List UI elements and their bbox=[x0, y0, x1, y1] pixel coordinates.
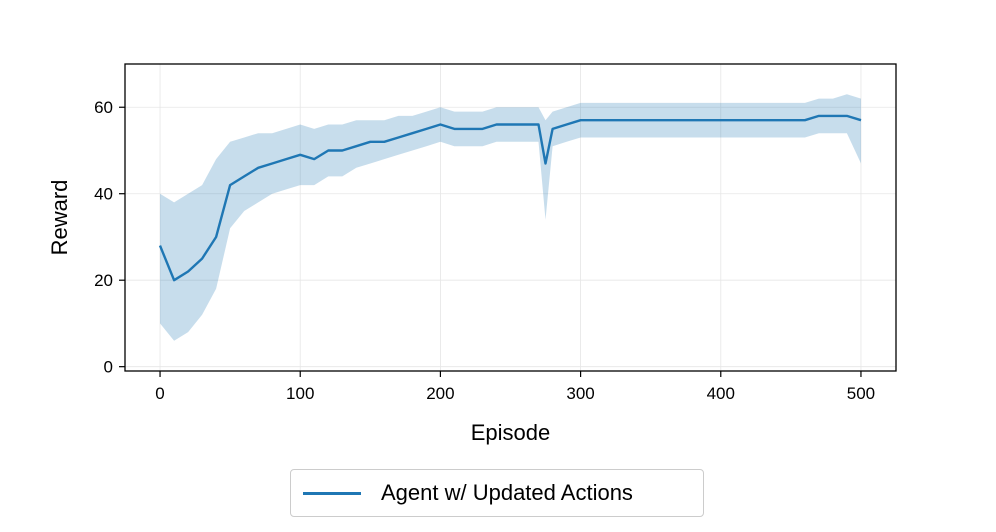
plot-area-frame bbox=[124, 63, 897, 372]
std-band bbox=[160, 94, 861, 341]
x-tick-label: 0 bbox=[155, 384, 164, 403]
y-tick-label: 20 bbox=[94, 271, 113, 290]
series-line bbox=[158, 114, 862, 282]
legend: Agent w/ Updated Actions bbox=[290, 469, 704, 517]
x-tick-label: 400 bbox=[707, 384, 735, 403]
mean-reward-line bbox=[158, 114, 862, 282]
y-tick-label: 0 bbox=[104, 358, 113, 377]
grid bbox=[125, 64, 896, 371]
x-tick-label: 200 bbox=[426, 384, 454, 403]
x-tick-label: 100 bbox=[286, 384, 314, 403]
confidence-band bbox=[160, 94, 861, 341]
y-axis-label: Reward bbox=[47, 180, 72, 256]
x-tick-label: 500 bbox=[847, 384, 875, 403]
y-tick-label: 60 bbox=[94, 98, 113, 117]
x-axis-label: Episode bbox=[471, 420, 551, 445]
axis-ticks: 0 100 200 300 400 500 0 20 40 60 bbox=[94, 98, 875, 403]
legend-label: Agent w/ Updated Actions bbox=[381, 480, 633, 505]
x-tick-label: 300 bbox=[566, 384, 594, 403]
legend-line-swatch bbox=[303, 491, 361, 495]
y-tick-label: 40 bbox=[94, 185, 113, 204]
